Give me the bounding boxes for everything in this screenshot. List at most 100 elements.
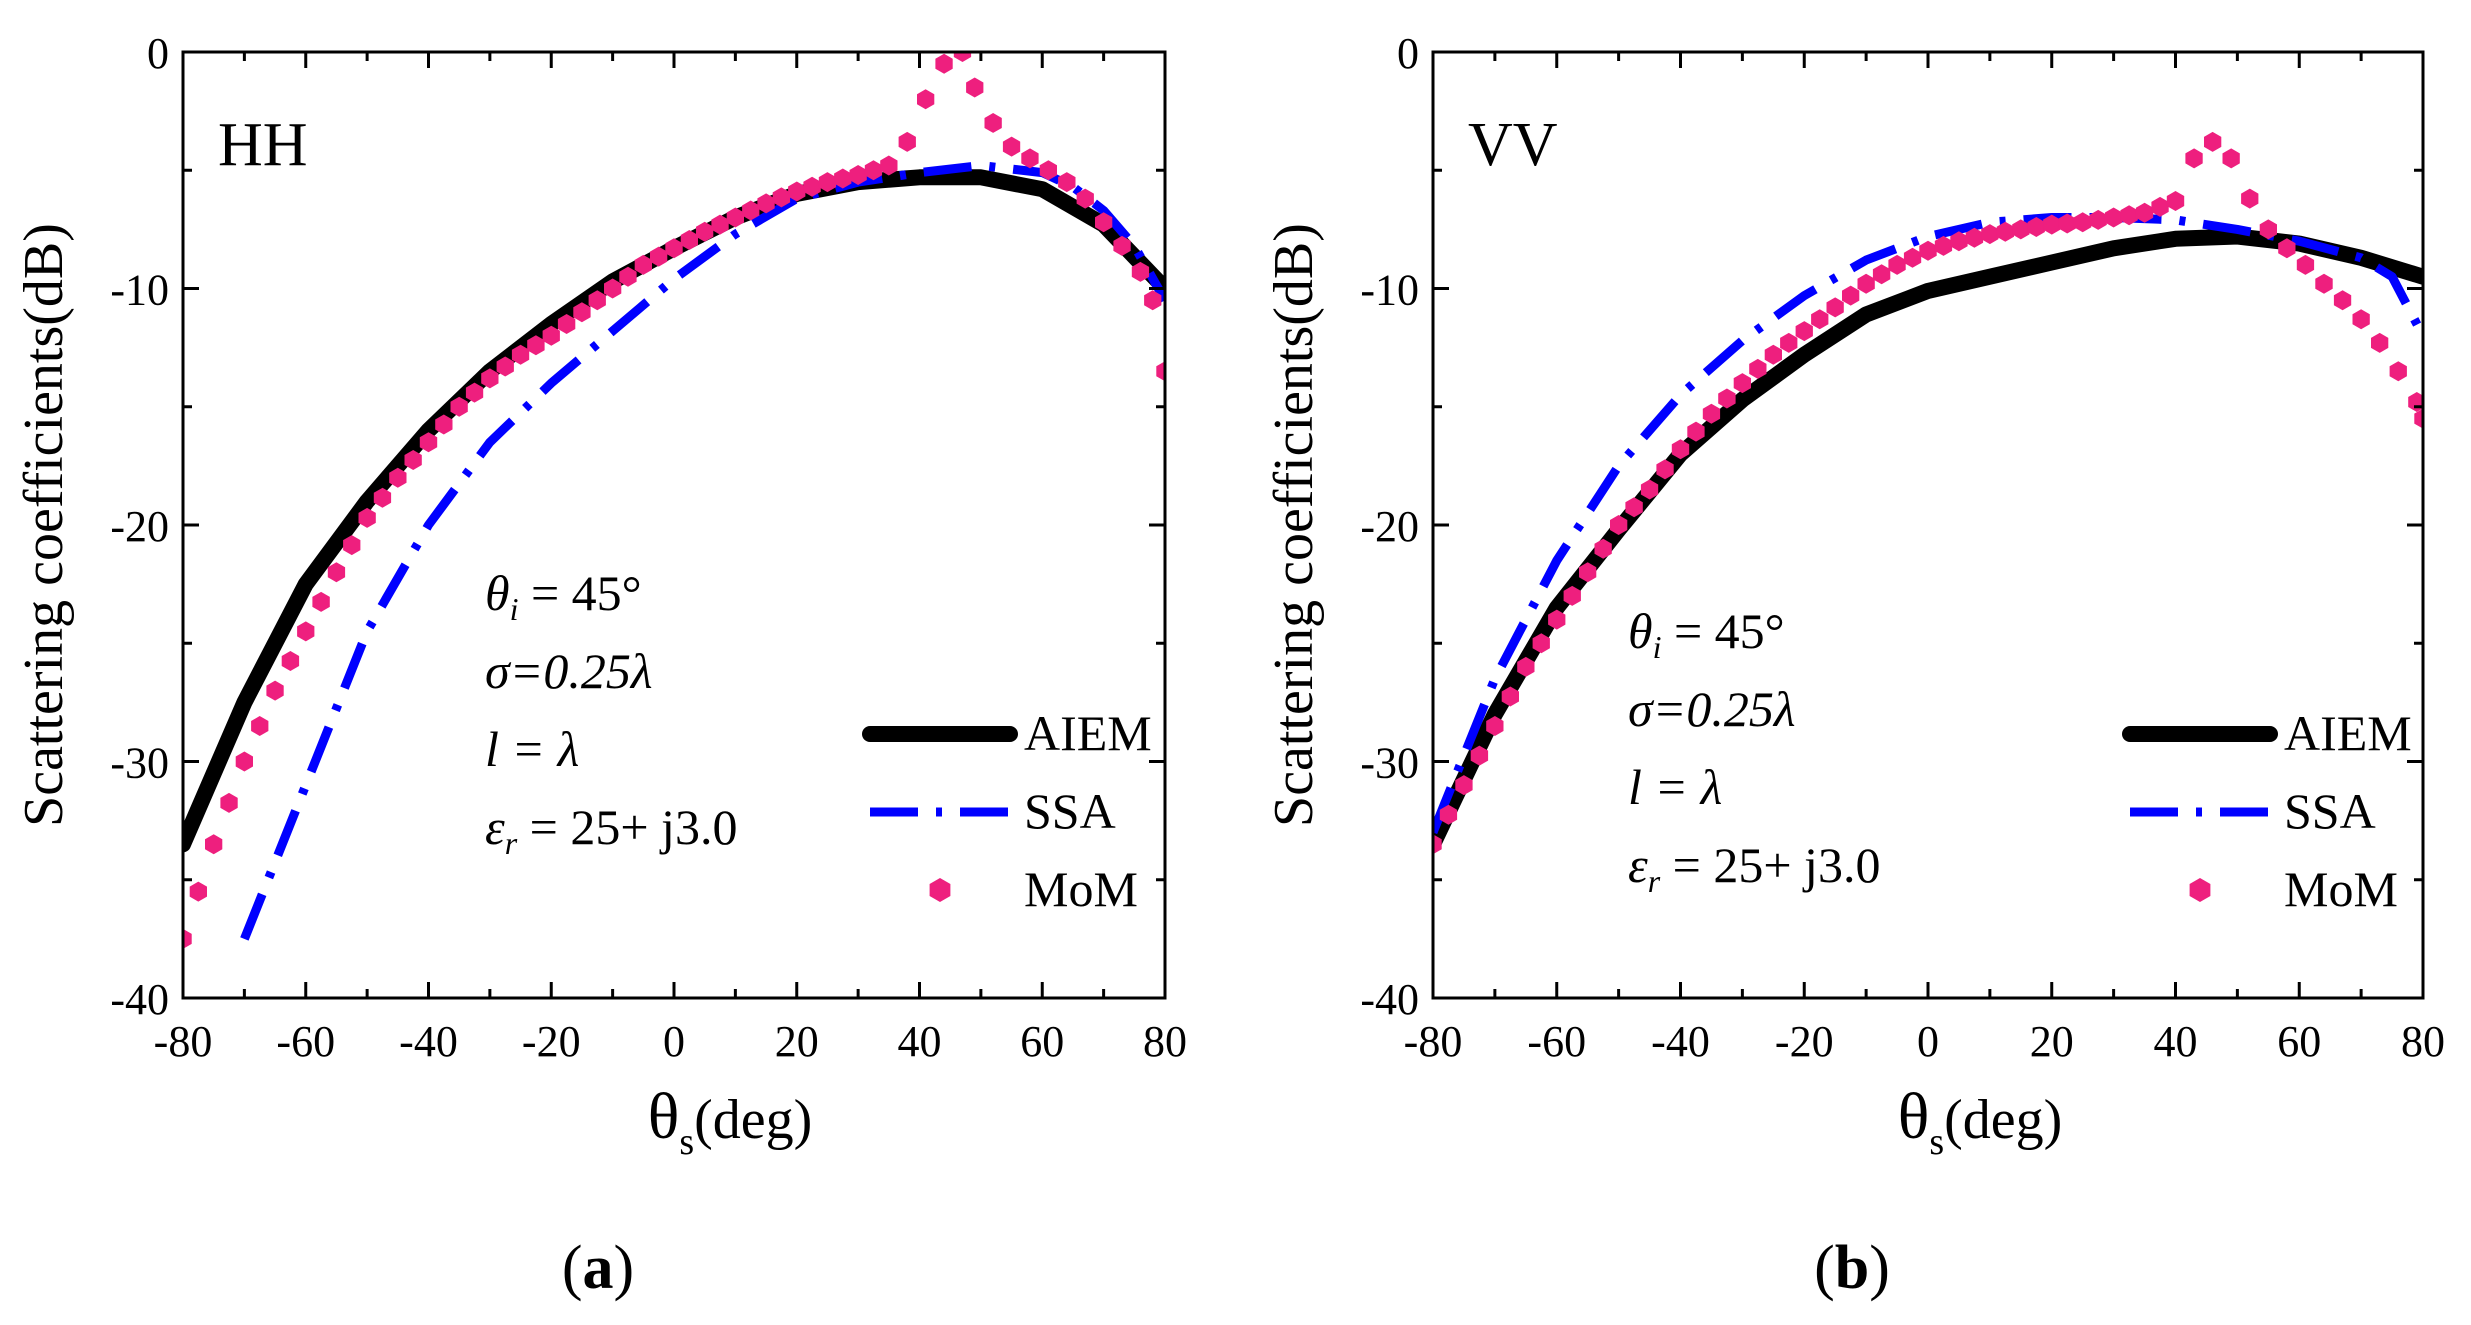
mom-marker — [2259, 219, 2277, 240]
mom-marker — [1131, 261, 1150, 282]
chart-panel-vv: -80 -60 -40 -20 0 20 40 60 80 0 -10 -20 -30 -40 VV Scat… — [1263, 29, 2445, 1302]
mom-marker — [1594, 538, 1612, 559]
mom-marker — [619, 266, 637, 287]
mom-marker — [1811, 309, 1829, 330]
legend-label: SSA — [2284, 783, 2376, 839]
mom-marker — [358, 507, 376, 528]
mom-marker — [1842, 285, 1860, 306]
annotation: σ=0.25λ — [1628, 681, 1796, 737]
mom-marker — [2204, 131, 2222, 152]
mom-marker — [953, 52, 972, 62]
mom-marker — [2352, 309, 2370, 330]
mom-marker — [1076, 188, 1094, 209]
annotation: εr = 25+ j3.0 — [485, 799, 737, 861]
mom-marker — [742, 200, 760, 221]
x-tick-label: -60 — [1527, 1017, 1586, 1066]
mom-marker — [1470, 745, 1489, 766]
plot-frame — [181, 50, 1167, 1000]
mom-marker — [1934, 235, 1953, 256]
mom-marker — [183, 928, 192, 949]
legend-label: SSA — [1024, 783, 1116, 839]
mom-marker — [1950, 231, 1968, 252]
y-tick-label: -30 — [1360, 739, 1419, 788]
mom-marker — [2241, 188, 2259, 209]
series-line-aiem — [1433, 228, 2423, 853]
mom-marker — [634, 254, 652, 275]
mom-marker — [343, 535, 361, 556]
x-tick-label: -80 — [154, 1017, 213, 1066]
mom-marker — [481, 368, 499, 389]
mom-marker — [557, 314, 576, 334]
mom-marker — [2058, 213, 2076, 234]
mom-marker — [2151, 196, 2169, 217]
mom-marker — [680, 230, 698, 250]
y-tick-label: -10 — [110, 266, 169, 315]
legend-item-mom: MoM — [2189, 861, 2398, 917]
mom-marker — [1888, 254, 1906, 275]
mom-marker — [1640, 479, 1659, 500]
y-tick-label: 0 — [147, 29, 169, 78]
series-line-ssa — [240, 161, 1165, 941]
x-tick-label: 20 — [2030, 1017, 2074, 1066]
mom-marker — [266, 680, 284, 701]
mom-marker — [834, 168, 852, 189]
mom-marker — [1625, 497, 1643, 518]
mom-marker — [220, 792, 238, 813]
mom-marker — [1156, 361, 1165, 382]
mom-marker — [849, 165, 867, 185]
mom-marker — [2120, 205, 2138, 226]
series-mom — [183, 52, 1165, 949]
y-tick-label: -40 — [1360, 975, 1419, 1024]
legend-swatch — [2189, 878, 2211, 902]
annotation: σ=0.25λ — [485, 643, 653, 699]
mom-marker — [2074, 212, 2092, 233]
series-mom — [1433, 131, 2423, 855]
mom-marker — [864, 160, 883, 181]
legend-label: AIEM — [1024, 705, 1152, 761]
mom-marker — [327, 562, 346, 583]
annotation: θi = 45° — [1628, 603, 1785, 665]
y-tick-label: -20 — [110, 502, 169, 551]
mom-marker — [1764, 344, 1782, 365]
mom-marker — [404, 450, 422, 470]
x-tick-label: 0 — [1917, 1017, 1939, 1066]
chart-panel-hh: -80 -60 -40 -20 0 20 40 60 80 0 -10 -20 -30 -40 HH Scat… — [13, 29, 1187, 1302]
mom-marker — [419, 432, 438, 453]
x-tick-label: 80 — [2401, 1017, 2445, 1066]
mom-marker — [1718, 388, 1736, 409]
x-tick-label: -20 — [522, 1017, 581, 1066]
mom-marker — [205, 834, 223, 855]
mom-marker — [573, 302, 591, 323]
mom-marker — [1610, 515, 1628, 535]
panel-title: VV — [1468, 111, 1558, 179]
mom-marker — [1733, 373, 1751, 394]
mom-marker — [235, 751, 253, 772]
mom-marker — [1486, 716, 1504, 736]
mom-marker — [1144, 290, 1162, 311]
mom-marker — [297, 621, 315, 642]
mom-marker — [1780, 332, 1798, 353]
mom-marker — [1113, 235, 1131, 256]
mom-marker — [389, 467, 407, 488]
mom-marker — [1826, 297, 1844, 318]
mom-marker — [726, 207, 744, 228]
mom-marker — [542, 325, 560, 346]
mom-marker — [1671, 439, 1690, 460]
mom-marker — [1795, 321, 1813, 342]
mom-marker — [1058, 172, 1076, 193]
y-axis-label: Scattering coefficients(dB) — [13, 223, 75, 827]
legend-item-aiem: AIEM — [862, 705, 1152, 761]
mom-marker — [450, 396, 468, 417]
mom-marker — [2389, 361, 2407, 382]
mom-marker — [1919, 240, 1937, 261]
series-line-ssa — [1433, 213, 2423, 835]
mom-marker — [604, 278, 622, 299]
legend-label: MoM — [1024, 861, 1138, 917]
subfigure-label: (b) — [1814, 1234, 1890, 1302]
legend-swatch — [929, 878, 951, 902]
x-axis-label: θs(deg) — [648, 1080, 813, 1163]
mom-marker — [527, 335, 545, 356]
mom-marker — [1439, 804, 1458, 825]
panel-title: HH — [218, 111, 308, 179]
mom-marker — [880, 155, 898, 176]
